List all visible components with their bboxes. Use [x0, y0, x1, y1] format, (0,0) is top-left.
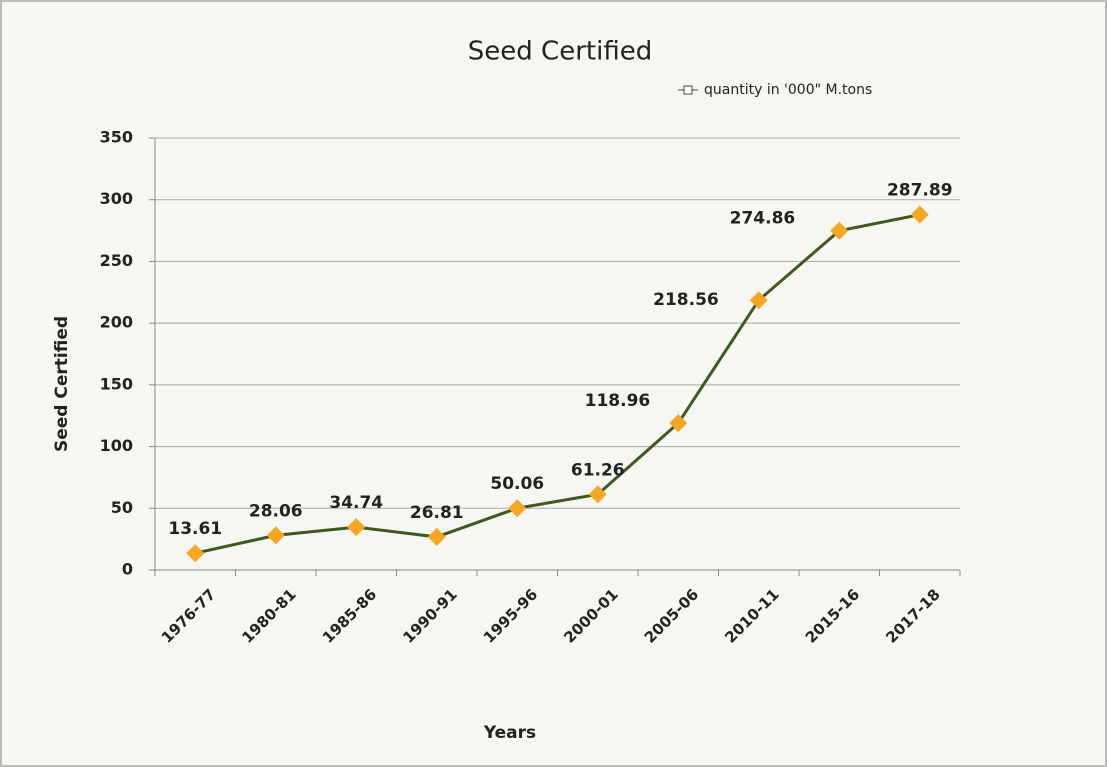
series-line — [194, 213, 921, 555]
data-point — [830, 221, 849, 240]
data-label: 50.06 — [490, 474, 544, 494]
data-label: 274.86 — [730, 209, 796, 229]
legend-label: quantity in '000" M.tons — [704, 82, 872, 98]
data-point — [749, 291, 768, 310]
x-axis-label: Years — [483, 723, 536, 743]
data-point — [669, 414, 688, 433]
y-tick-label: 0 — [122, 560, 133, 579]
legend-marker — [683, 85, 693, 95]
data-label: 61.26 — [571, 460, 625, 480]
y-tick-label: 50 — [111, 498, 133, 517]
data-point — [427, 527, 446, 546]
data-point — [266, 526, 285, 545]
data-point — [347, 518, 366, 537]
y-axis-label: Seed Certified — [52, 316, 72, 452]
data-label: 218.56 — [653, 290, 719, 310]
data-label: 26.81 — [410, 503, 464, 523]
data-label: 13.61 — [168, 519, 222, 539]
data-point — [186, 544, 205, 563]
data-label: 118.96 — [585, 391, 651, 411]
y-tick-label: 300 — [100, 189, 133, 208]
chart-title: Seed Certified — [468, 37, 652, 67]
data-label: 28.06 — [249, 501, 303, 521]
data-point — [508, 499, 527, 518]
data-point — [588, 485, 607, 504]
y-tick-label: 150 — [100, 374, 133, 393]
data-point — [910, 205, 929, 224]
y-tick-label: 200 — [100, 313, 133, 332]
data-label: 34.74 — [329, 493, 383, 513]
y-tick-label: 250 — [100, 251, 133, 270]
y-tick-label: 100 — [100, 436, 133, 455]
data-label: 287.89 — [887, 181, 953, 201]
y-tick-label: 350 — [100, 128, 133, 147]
